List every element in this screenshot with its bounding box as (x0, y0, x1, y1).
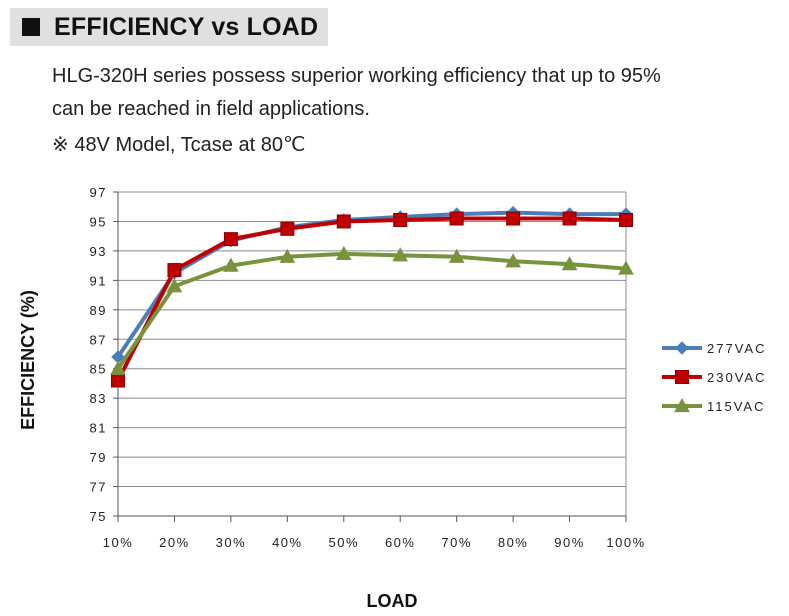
data-point (393, 212, 408, 227)
description-line-2: can be reached in field applications. (52, 98, 370, 120)
legend-item-230VAC: 230VAC (662, 370, 766, 385)
legend-swatch-marker (674, 397, 690, 413)
x-tick-label: 100% (606, 535, 645, 550)
data-point (223, 232, 238, 247)
legend-label: 277VAC (707, 341, 766, 356)
y-tick-label: 79 (90, 450, 107, 465)
data-point (449, 211, 464, 226)
data-point (505, 253, 521, 268)
x-tick-label: 90% (554, 535, 585, 550)
data-point (448, 248, 465, 263)
series-line (116, 210, 626, 359)
page-title: EFFICIENCY vs LOAD (54, 12, 319, 41)
y-tick-label: 89 (90, 303, 107, 318)
data-point (619, 212, 633, 227)
y-tick-label: 95 (90, 214, 107, 229)
series-230VAC (111, 211, 633, 388)
description-line-1: HLG-320H series possess superior working… (52, 65, 661, 87)
data-point (279, 248, 296, 263)
legend-item-277VAC: 277VAC (662, 341, 766, 356)
x-tick-label: 30% (216, 535, 247, 550)
x-tick-label: 10% (103, 535, 134, 550)
section-header: EFFICIENCY vs LOAD (10, 8, 328, 46)
data-point (618, 260, 634, 275)
legend-swatch-marker (675, 370, 689, 384)
y-tick-label: 87 (90, 332, 107, 347)
data-point (506, 211, 521, 226)
description-line-3: ※ 48V Model, Tcase at 80℃ (52, 134, 306, 156)
y-tick-label: 97 (90, 185, 107, 200)
y-tick-label: 75 (90, 509, 107, 524)
data-point (166, 278, 183, 293)
chart-series (110, 205, 634, 388)
y-tick-label: 77 (90, 480, 107, 495)
legend-item-115VAC: 115VAC (662, 397, 766, 414)
data-point (392, 247, 409, 262)
y-tick-label: 91 (90, 273, 107, 288)
x-tick-label: 60% (385, 535, 416, 550)
black-square-icon (22, 18, 40, 36)
series-115VAC (110, 245, 634, 375)
data-point (110, 360, 126, 375)
series-line (116, 251, 627, 370)
data-point (561, 256, 578, 271)
x-tick-label: 70% (441, 535, 472, 550)
legend-label: 115VAC (707, 399, 766, 414)
y-tick-label: 83 (90, 391, 107, 406)
x-tick-label: 50% (329, 535, 360, 550)
y-tick-label: 93 (90, 244, 107, 259)
chart-grid (118, 191, 626, 517)
x-tick-label: 80% (498, 535, 529, 550)
chart-legend: 277VAC 230VAC 115VAC (662, 341, 766, 414)
series-line (116, 216, 627, 382)
x-tick-label: 40% (272, 535, 303, 550)
x-axis-title: LOAD (367, 591, 418, 611)
data-point (111, 373, 125, 388)
data-point (335, 245, 352, 260)
legend-swatch-marker (675, 341, 689, 355)
legend-label: 230VAC (707, 370, 766, 385)
data-point (223, 257, 239, 272)
data-point (280, 221, 295, 236)
y-tick-label: 85 (90, 362, 107, 377)
x-tick-label: 20% (159, 535, 190, 550)
y-tick-label: 81 (90, 421, 107, 436)
data-point (336, 214, 351, 229)
chart-axes: 75 77 79 81 83 85 87 89 91 93 95 97 10% 20% 30% 40% 50% 6… (90, 185, 645, 550)
data-point (562, 211, 577, 226)
y-axis-title: EFFICIENCY (%) (18, 290, 38, 430)
data-point (167, 263, 182, 278)
